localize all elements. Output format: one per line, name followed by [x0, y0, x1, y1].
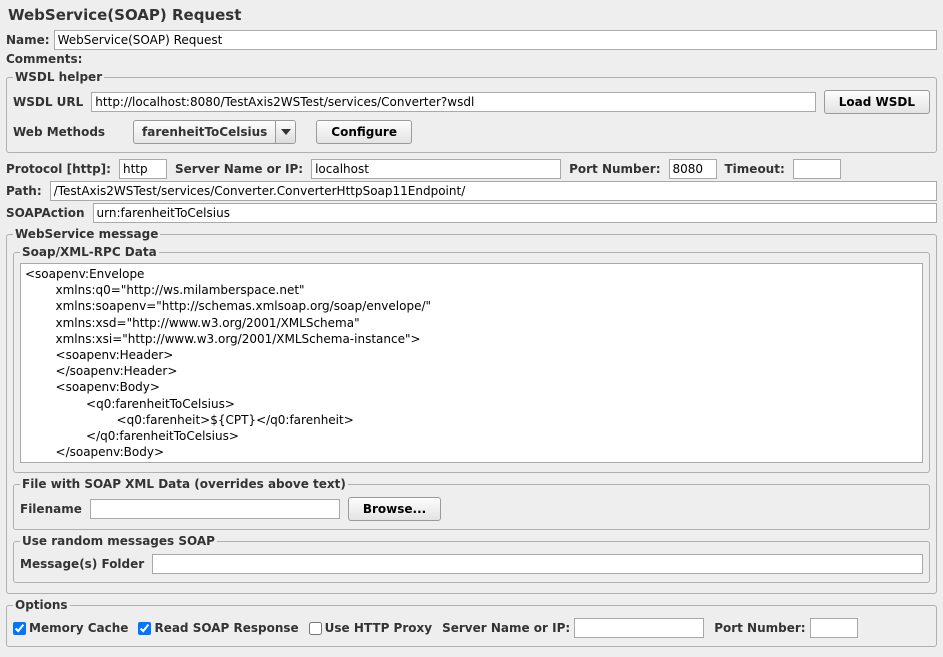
folder-label: Message(s) Folder — [20, 557, 144, 571]
memory-cache-label: Memory Cache — [29, 621, 128, 635]
webservice-soap-request-panel: WebService(SOAP) Request Name: Comments:… — [0, 0, 943, 657]
folder-row: Message(s) Folder — [20, 554, 923, 574]
protocol-input[interactable] — [119, 159, 167, 179]
wsdl-helper-legend: WSDL helper — [13, 70, 104, 84]
load-wsdl-button[interactable]: Load WSDL — [824, 90, 930, 114]
proxy-port-label: Port Number: — [714, 621, 805, 635]
web-methods-select[interactable]: farenheitToCelsius — [133, 120, 296, 144]
configure-button[interactable]: Configure — [316, 120, 412, 144]
web-methods-selected: farenheitToCelsius — [134, 121, 275, 143]
random-messages-legend: Use random messages SOAP — [20, 534, 217, 548]
use-http-proxy-input[interactable] — [309, 622, 322, 635]
random-messages-group: Use random messages SOAP Message(s) Fold… — [13, 534, 930, 583]
timeout-input[interactable] — [793, 159, 841, 179]
filename-input[interactable] — [90, 499, 340, 519]
file-soap-xml-legend: File with SOAP XML Data (overrides above… — [20, 477, 348, 491]
comments-row: Comments: — [6, 52, 937, 66]
use-http-proxy-label: Use HTTP Proxy — [325, 621, 432, 635]
web-methods-label: Web Methods — [13, 125, 121, 139]
server-label: Server Name or IP: — [175, 162, 303, 176]
filename-label: Filename — [20, 502, 82, 516]
options-row: Memory Cache Read SOAP Response Use HTTP… — [13, 618, 930, 638]
soapaction-row: SOAPAction — [6, 203, 937, 223]
wsdl-url-label: WSDL URL — [13, 95, 83, 109]
protocol-label: Protocol [http]: — [6, 162, 111, 176]
webservice-message-legend: WebService message — [13, 227, 160, 241]
soapaction-input[interactable] — [93, 203, 937, 223]
wsdl-url-row: WSDL URL Load WSDL — [13, 90, 930, 114]
timeout-label: Timeout: — [725, 162, 785, 176]
webservice-message-group: WebService message Soap/XML-RPC Data <so… — [6, 227, 937, 594]
soap-body-textarea[interactable]: <soapenv:Envelope xmlns:q0="http://ws.mi… — [20, 263, 923, 463]
options-group: Options Memory Cache Read SOAP Response … — [6, 598, 937, 647]
port-label: Port Number: — [569, 162, 660, 176]
options-legend: Options — [13, 598, 70, 612]
server-input[interactable] — [311, 159, 561, 179]
soap-xmlrpc-data-group: Soap/XML-RPC Data <soapenv:Envelope xmln… — [13, 245, 930, 473]
browse-button[interactable]: Browse... — [348, 497, 441, 521]
filename-row: Filename Browse... — [20, 497, 923, 521]
name-row: Name: — [6, 30, 937, 50]
comments-label: Comments: — [6, 52, 82, 66]
proxy-port-input[interactable] — [810, 618, 858, 638]
read-soap-response-checkbox[interactable]: Read SOAP Response — [138, 621, 298, 635]
name-label: Name: — [6, 33, 50, 47]
connection-row: Protocol [http]: Server Name or IP: Port… — [6, 159, 937, 179]
path-row: Path: — [6, 181, 937, 201]
soap-xmlrpc-data-legend: Soap/XML-RPC Data — [20, 245, 159, 259]
web-methods-row: Web Methods farenheitToCelsius Configure — [13, 120, 930, 144]
soapaction-label: SOAPAction — [6, 206, 85, 220]
memory-cache-checkbox[interactable]: Memory Cache — [13, 621, 128, 635]
wsdl-url-input[interactable] — [91, 92, 815, 112]
file-soap-xml-group: File with SOAP XML Data (overrides above… — [13, 477, 930, 530]
read-soap-response-label: Read SOAP Response — [154, 621, 298, 635]
proxy-server-input[interactable] — [574, 618, 704, 638]
port-input[interactable] — [669, 159, 717, 179]
use-http-proxy-checkbox[interactable]: Use HTTP Proxy — [309, 621, 432, 635]
path-label: Path: — [6, 184, 42, 198]
folder-input[interactable] — [152, 554, 923, 574]
path-input[interactable] — [50, 181, 937, 201]
read-soap-response-input[interactable] — [138, 622, 151, 635]
memory-cache-input[interactable] — [13, 622, 26, 635]
name-input[interactable] — [54, 30, 937, 50]
wsdl-helper-group: WSDL helper WSDL URL Load WSDL Web Metho… — [6, 70, 937, 153]
proxy-server-label: Server Name or IP: — [442, 621, 570, 635]
chevron-down-icon — [275, 121, 295, 143]
page-title: WebService(SOAP) Request — [8, 6, 937, 24]
